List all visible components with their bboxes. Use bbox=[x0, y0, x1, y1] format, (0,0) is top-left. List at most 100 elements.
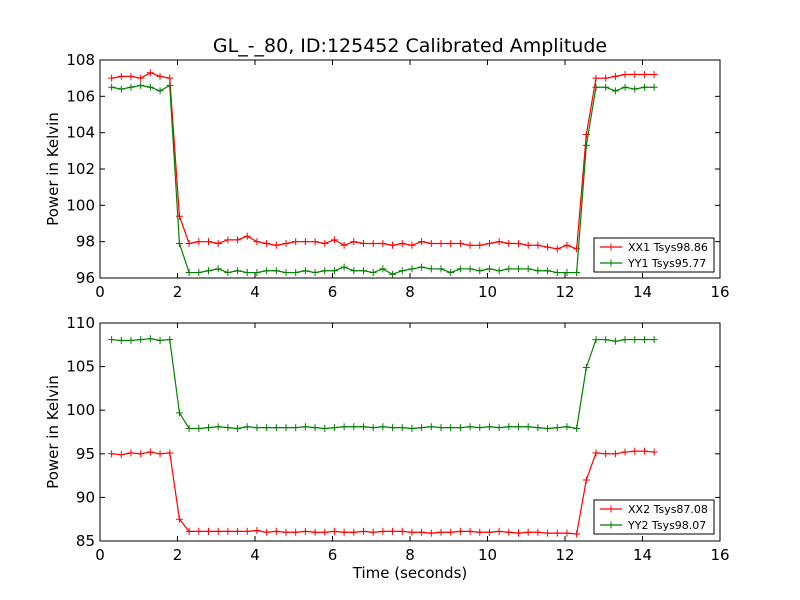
data-point bbox=[408, 241, 416, 249]
data-point bbox=[389, 527, 397, 535]
data-point bbox=[485, 423, 493, 431]
data-point bbox=[234, 425, 242, 433]
data-point bbox=[631, 85, 639, 93]
data-point bbox=[243, 269, 251, 277]
data-point bbox=[301, 423, 309, 431]
data-point bbox=[379, 527, 387, 535]
legend-marker bbox=[607, 243, 615, 251]
x-tick-label: 14 bbox=[633, 546, 652, 564]
data-point bbox=[621, 83, 629, 91]
data-point bbox=[311, 424, 319, 432]
data-point bbox=[447, 528, 455, 536]
x-tick-label: 2 bbox=[173, 283, 183, 301]
data-point bbox=[408, 425, 416, 433]
y-tick-label: 85 bbox=[76, 532, 95, 550]
data-point bbox=[650, 448, 658, 456]
data-point bbox=[146, 69, 154, 77]
data-point bbox=[224, 236, 232, 244]
data-point bbox=[427, 529, 435, 537]
data-point bbox=[214, 265, 222, 273]
y-tick-label: 96 bbox=[76, 269, 95, 287]
data-point bbox=[476, 424, 484, 432]
data-point bbox=[185, 527, 193, 535]
data-point bbox=[205, 424, 212, 432]
data-point bbox=[127, 83, 135, 91]
legend-box bbox=[593, 237, 715, 273]
data-point bbox=[485, 265, 493, 273]
data-point bbox=[592, 336, 600, 344]
data-point bbox=[544, 529, 552, 537]
data-point bbox=[456, 424, 464, 432]
data-point bbox=[573, 425, 581, 433]
data-point bbox=[495, 527, 503, 535]
data-point bbox=[563, 241, 571, 249]
data-point bbox=[253, 238, 261, 246]
data-point bbox=[117, 451, 125, 459]
data-point bbox=[214, 239, 222, 247]
data-point bbox=[243, 232, 251, 240]
data-point bbox=[166, 336, 174, 344]
legend: XX2 Tsys87.08 YY2 Tsys98.07 bbox=[593, 499, 715, 535]
data-point bbox=[146, 83, 154, 91]
data-point bbox=[447, 269, 455, 277]
data-point bbox=[166, 81, 174, 89]
data-point bbox=[195, 238, 203, 246]
chart-title: GL_-_80, ID:125452 Calibrated Amplitude bbox=[213, 35, 607, 57]
data-point bbox=[321, 239, 329, 247]
x-tick-label: 6 bbox=[328, 283, 338, 301]
data-point bbox=[166, 449, 174, 457]
data-point bbox=[369, 269, 377, 277]
data-point bbox=[621, 71, 629, 79]
data-point bbox=[379, 239, 387, 247]
data-point bbox=[146, 335, 154, 343]
data-point bbox=[398, 424, 406, 432]
data-point bbox=[611, 337, 619, 345]
data-point bbox=[360, 527, 367, 535]
data-point bbox=[631, 71, 639, 79]
data-point bbox=[156, 87, 164, 95]
data-point bbox=[650, 83, 658, 91]
data-point bbox=[214, 423, 222, 431]
data-point bbox=[340, 241, 348, 249]
data-point bbox=[292, 269, 300, 277]
data-point bbox=[485, 528, 493, 536]
legend-marker bbox=[607, 521, 615, 529]
data-point bbox=[253, 424, 261, 432]
data-point bbox=[524, 528, 532, 536]
data-point bbox=[185, 239, 193, 247]
x-tick-label: 12 bbox=[555, 283, 574, 301]
data-point bbox=[534, 241, 542, 249]
y-tick-label: 108 bbox=[66, 51, 95, 69]
data-point bbox=[166, 74, 174, 82]
data-point bbox=[263, 267, 271, 275]
data-point bbox=[563, 269, 571, 277]
data-point bbox=[282, 424, 290, 432]
data-point bbox=[611, 72, 619, 80]
data-point bbox=[640, 71, 648, 79]
x-tick-label: 10 bbox=[478, 546, 497, 564]
data-point bbox=[330, 267, 338, 275]
data-point bbox=[127, 72, 135, 80]
y-axis-label: Power in Kelvin bbox=[44, 375, 62, 489]
legend-box bbox=[593, 499, 715, 535]
data-point bbox=[389, 241, 397, 249]
data-point bbox=[447, 239, 455, 247]
data-point bbox=[563, 529, 571, 537]
data-point bbox=[485, 239, 493, 247]
data-point bbox=[524, 423, 532, 431]
data-point bbox=[117, 336, 125, 344]
data-point bbox=[234, 236, 242, 244]
data-point bbox=[108, 336, 116, 344]
data-point bbox=[263, 239, 271, 247]
data-point bbox=[476, 528, 484, 536]
data-point bbox=[640, 336, 648, 344]
data-point bbox=[321, 267, 329, 275]
data-point bbox=[243, 423, 251, 431]
data-point bbox=[408, 528, 416, 536]
data-point bbox=[321, 425, 329, 433]
data-point bbox=[456, 239, 464, 247]
data-point bbox=[282, 528, 290, 536]
data-point bbox=[301, 527, 309, 535]
data-point bbox=[447, 424, 455, 432]
data-point bbox=[505, 528, 513, 536]
